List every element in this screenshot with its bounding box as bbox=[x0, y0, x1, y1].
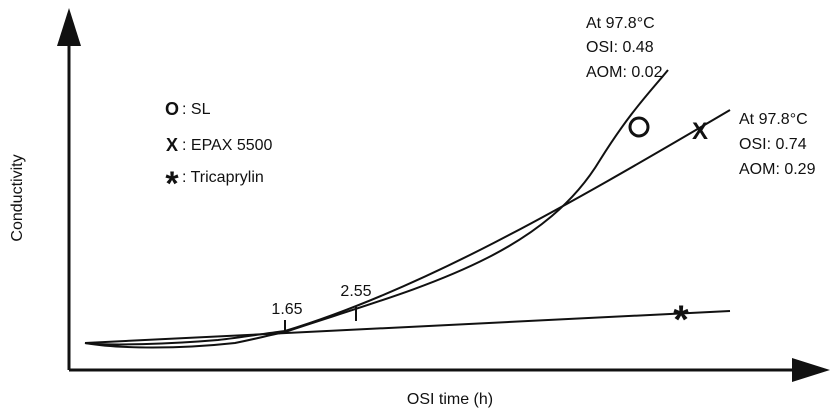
sl-annotation-line-3: AOM: 0.02 bbox=[586, 64, 663, 81]
sl-annotation-line-2: OSI: 0.48 bbox=[586, 39, 654, 56]
epax-annotation: At 97.8°C OSI: 0.74 AOM: 0.29 bbox=[739, 111, 816, 178]
epax-annotation-line-3: AOM: 0.29 bbox=[739, 161, 816, 178]
series-marker-sl bbox=[628, 116, 650, 138]
y-axis-label: Conductivity bbox=[9, 154, 26, 241]
x-axis-arrow bbox=[792, 358, 830, 382]
series-line-sl bbox=[84, 69, 669, 349]
sl-annotation: At 97.8°C OSI: 0.48 AOM: 0.02 bbox=[586, 15, 663, 81]
series-line-tricaprylin bbox=[84, 310, 731, 344]
y-axis-arrow bbox=[57, 8, 81, 46]
epax-annotation-line-2: OSI: 0.74 bbox=[739, 136, 807, 153]
legend-label-tricaprylin: : Tricaprylin bbox=[182, 169, 264, 186]
legend-symbol-tricaprylin: * bbox=[165, 165, 179, 203]
x-axis-label: OSI time (h) bbox=[407, 391, 493, 408]
sl-annotation-line-1: At 97.8°C bbox=[586, 15, 655, 32]
legend: O : SL X : EPAX 5500 * : Tricaprylin bbox=[165, 99, 273, 203]
legend-symbol-sl: O bbox=[165, 99, 179, 119]
legend-symbol-epax: X bbox=[166, 135, 178, 155]
legend-label-epax: : EPAX 5500 bbox=[182, 137, 273, 154]
legend-label-sl: : SL bbox=[182, 101, 211, 118]
epax-annotation-line-1: At 97.8°C bbox=[739, 111, 808, 128]
osi-tick-label-1: 1.65 bbox=[271, 301, 302, 318]
osi-tick-label-2: 2.55 bbox=[340, 283, 371, 300]
series-marker-tricaprylin: * bbox=[673, 298, 689, 342]
series-marker-epax: X bbox=[692, 118, 708, 145]
